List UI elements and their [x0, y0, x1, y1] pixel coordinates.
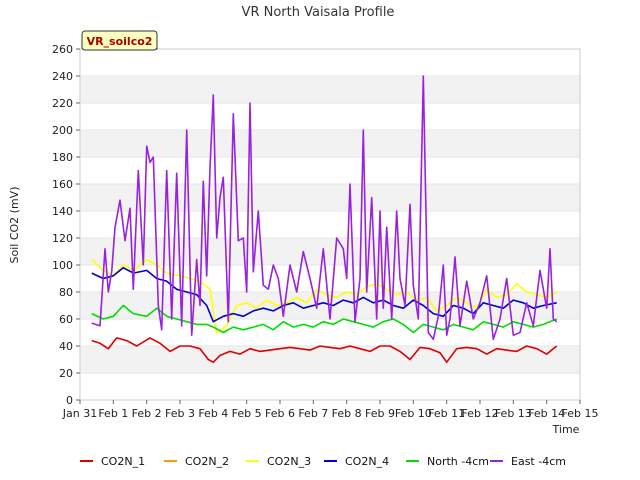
legend-label: CO2N_4: [345, 455, 389, 468]
y-tick-label: 240: [52, 70, 73, 83]
series-lines: [91, 75, 558, 363]
y-tick-label: 260: [52, 43, 73, 56]
legend: CO2N_1 CO2N_2 CO2N_3 CO2N_4 North -4cm East -…: [80, 455, 566, 468]
x-tick-label: Feb 15: [562, 407, 599, 420]
y-tick-label: 200: [52, 124, 73, 137]
grid-band: [80, 103, 580, 130]
legend-label: CO2N_1: [101, 455, 145, 468]
x-tick-label: Feb 14: [528, 407, 565, 420]
series-line-east-4cm: [91, 75, 558, 341]
y-tick-label: 140: [52, 205, 73, 218]
grid-band: [80, 346, 580, 373]
grid-band: [80, 184, 580, 211]
x-tick-label: Feb 13: [495, 407, 532, 420]
grid-band: [80, 130, 580, 157]
x-tick-label: Feb 4: [198, 407, 228, 420]
badge: VR_soilco2: [81, 30, 158, 51]
x-tick-label: Feb 6: [265, 407, 295, 420]
y-axis: 0 20 40 60 80 100 120 140 160 180 200 220 240 260: [52, 43, 80, 407]
x-tick-label: Feb 8: [332, 407, 362, 420]
y-tick-label: 60: [59, 313, 73, 326]
plot-frame: [79, 48, 581, 401]
x-tick-label: Feb 3: [165, 407, 195, 420]
x-tick-label: Feb 5: [232, 407, 262, 420]
y-tick-label: 180: [52, 151, 73, 164]
y-tick-label: 220: [52, 97, 73, 110]
x-axis-title: Time: [552, 423, 580, 436]
y-tick-label: 40: [59, 340, 73, 353]
x-tick-label: Feb 10: [395, 407, 432, 420]
grid-band: [80, 49, 580, 76]
legend-label: East -4cm: [511, 455, 566, 468]
grid-band: [80, 238, 580, 265]
series-line-co2n-1: [91, 337, 558, 363]
grid-band: [80, 76, 580, 103]
x-tick-label: Feb 9: [365, 407, 395, 420]
grid-band: [80, 373, 580, 400]
chart-title: VR North Vaisala Profile: [242, 5, 395, 20]
badge-box: [81, 30, 158, 51]
grid-band: [80, 157, 580, 184]
legend-label: North -4cm: [427, 455, 489, 468]
x-axis: Jan 31 Feb 1 Feb 2 Feb 3 Feb 4 Feb 5 Feb 6 Feb …: [62, 400, 599, 420]
y-tick-label: 100: [52, 259, 73, 272]
legend-label: CO2N_3: [267, 455, 311, 468]
x-tick-label: Feb 1: [98, 407, 128, 420]
x-tick-label: Feb 7: [298, 407, 328, 420]
y-tick-label: 160: [52, 178, 73, 191]
legend-label: CO2N_2: [185, 455, 229, 468]
x-tick-label: Feb 11: [428, 407, 465, 420]
y-tick-label: 80: [59, 286, 73, 299]
x-tick-label: Feb 2: [132, 407, 162, 420]
badge-label: VR_soilco2: [87, 35, 153, 48]
y-tick-label: 120: [52, 232, 73, 245]
grid-band: [80, 211, 580, 238]
y-tick-label: 20: [59, 367, 73, 380]
x-tick-label: Jan 31: [62, 407, 97, 420]
series-line-north-4cm: [91, 304, 557, 334]
x-tick-label: Feb 12: [462, 407, 499, 420]
y-axis-title: Soil CO2 (mV): [8, 187, 21, 264]
y-tick-label: 0: [66, 394, 73, 407]
